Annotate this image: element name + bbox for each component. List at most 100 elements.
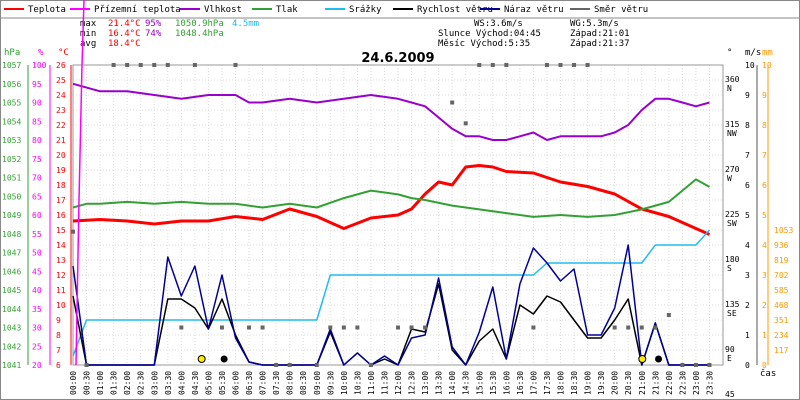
ms-tick-label: 7 — [745, 151, 750, 160]
wind-dir-point — [179, 325, 184, 330]
x-tick-label: 18:00 — [557, 371, 566, 395]
x-tick-label: 10:00 — [340, 371, 349, 395]
dir-tick-dir: SW — [727, 219, 737, 228]
pct-tick-label: 45 — [32, 267, 42, 276]
dir-axis-label: ° — [727, 48, 732, 58]
x-tick-label: 03:30 — [164, 371, 173, 395]
dir-tick-dir: NW — [727, 129, 737, 138]
dir-tick-value: 180 — [725, 255, 740, 264]
dir-tick-dir: N — [727, 84, 732, 93]
x-tick-label: 22:00 — [665, 371, 674, 395]
ms-tick-label: 0 — [745, 361, 750, 370]
x-axis-label: čas — [760, 368, 776, 379]
x-tick-label: 19:30 — [597, 371, 606, 395]
stat-max-0: max — [80, 19, 97, 29]
x-tick-label: 02:30 — [137, 371, 146, 395]
degc-tick-label: 26 — [56, 61, 66, 70]
dir-tick-dir: E — [727, 354, 732, 363]
pct-tick-label: 95 — [32, 80, 42, 89]
hpa-tick-label: 1052 — [2, 155, 21, 164]
info-sun: Slunce Východ:04:45 — [438, 29, 541, 39]
degc-tick-label: 16 — [56, 211, 66, 220]
ms-axis-label: m/s — [745, 48, 761, 58]
info-moon: Měsíc Východ:5:35 — [438, 39, 530, 49]
ground-temp-line — [75, 0, 85, 366]
pct-tick-label: 75 — [32, 155, 42, 164]
degc-tick-label: 6 — [56, 361, 61, 370]
hpa-tick-label: 1042 — [2, 342, 21, 351]
info-sun-set: Západ:21:01 — [570, 29, 630, 39]
moonset-marker — [655, 355, 663, 363]
pct-tick-label: 25 — [32, 342, 42, 351]
legend-label-1: Přízemní teplota — [94, 5, 181, 15]
wind-dir-point — [233, 63, 238, 67]
wind-dir-point — [111, 63, 116, 67]
stat-max-1: 21.4°C — [108, 19, 141, 29]
wmm-tick-label: 1053 — [774, 226, 793, 235]
wind-dir-point — [314, 363, 319, 367]
hpa-tick-label: 1054 — [2, 117, 21, 126]
dir-tick-value: 135 — [725, 300, 740, 309]
series-line-4 — [72, 283, 710, 366]
stat-max-3: 1050.9hPa — [175, 19, 224, 29]
wind-dir-point — [463, 121, 468, 126]
pct-tick-label: 50 — [32, 249, 42, 258]
x-tick-label: 12:30 — [408, 371, 417, 395]
dir-tick-value: 45 — [725, 390, 735, 399]
degc-tick-label: 20 — [56, 151, 66, 160]
wind-dir-point — [396, 325, 400, 330]
stat-min-3: 1048.4hPa — [175, 29, 224, 39]
degc-tick-label: 14 — [56, 241, 66, 250]
pct-tick-label: 40 — [32, 286, 42, 295]
ms-tick-label: 3 — [745, 271, 750, 280]
wind-dir-point — [612, 325, 617, 330]
hpa-tick-label: 1047 — [2, 249, 21, 258]
stat-avg-0: avg — [80, 39, 96, 49]
degc-tick-label: 22 — [56, 121, 66, 130]
wind-dir-point — [260, 325, 265, 330]
ms-tick-label: 5 — [745, 211, 750, 220]
x-tick-label: 04:00 — [177, 371, 186, 395]
x-tick-label: 15:30 — [489, 371, 498, 395]
wind-dir-point — [152, 63, 157, 67]
legend-label-3: Tlak — [276, 5, 298, 15]
dir-tick-value: 225 — [725, 210, 740, 219]
mm-tick-label: 2 — [762, 301, 767, 310]
x-tick-label: 02:00 — [123, 371, 132, 395]
legend-label-2: Vlhkost — [204, 5, 242, 15]
wind-dir-point — [558, 63, 563, 67]
dir-tick-dir: S — [727, 264, 732, 273]
mm-tick-label: 7 — [762, 151, 767, 160]
mm-tick-label: 0 — [762, 361, 767, 370]
wind-dir-point — [693, 363, 698, 367]
wind-dir-point — [84, 363, 89, 367]
pct-tick-label: 80 — [32, 136, 42, 145]
pct-axis-label: % — [38, 48, 44, 58]
x-tick-label: 04:30 — [191, 371, 200, 395]
wind-dir-point — [341, 325, 346, 330]
wind-dir-point — [355, 325, 360, 330]
wind-dir-point — [125, 63, 130, 67]
ms-tick-label: 6 — [745, 181, 750, 190]
chart-title: 24.6.2009 — [361, 51, 434, 66]
stat-max-4: 4.5mm — [232, 19, 259, 29]
ms-tick-label: 9 — [745, 91, 750, 100]
sunrise-marker — [197, 355, 206, 363]
hpa-tick-label: 1055 — [2, 99, 21, 108]
degc-tick-label: 17 — [56, 196, 66, 205]
mm-tick-label: 8 — [762, 121, 767, 130]
x-tick-label: 09:00 — [313, 371, 322, 395]
ms-tick-label: 4 — [745, 241, 750, 250]
ms-tick-label: 1 — [745, 331, 750, 340]
wind-dir-point — [626, 325, 631, 330]
stat-min-0: min — [80, 29, 96, 39]
degc-tick-label: 9 — [56, 316, 61, 325]
x-tick-label: 05:00 — [204, 371, 213, 395]
x-tick-label: 09:30 — [326, 371, 335, 395]
series-line-3 — [72, 229, 711, 357]
hpa-tick-label: 1050 — [2, 192, 21, 201]
legend-label-7: Směr větru — [594, 5, 648, 15]
hpa-tick-label: 1045 — [2, 286, 21, 295]
wmm-tick-label: 585 — [774, 286, 789, 295]
